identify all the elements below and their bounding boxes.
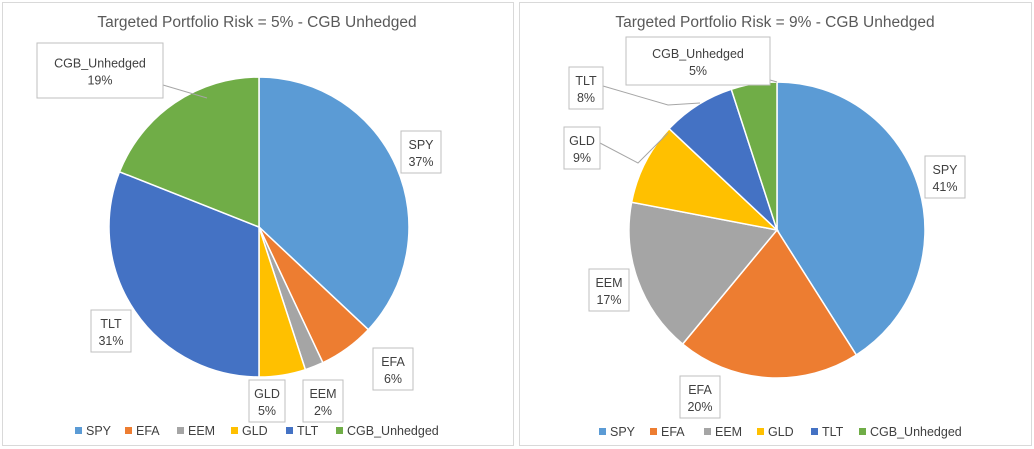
pie-slice-eem: [628, 201, 779, 346]
legend-label-efa: EFA: [136, 424, 160, 438]
data-label-category: CGB_Unhedged: [652, 47, 744, 61]
chart-title: Targeted Portfolio Risk = 5% - CGB Unhed…: [97, 14, 416, 31]
chart-panel-risk-5: Targeted Portfolio Risk = 5% - CGB Unhed…: [2, 2, 514, 446]
legend-swatch-eem: [704, 428, 711, 435]
legend-swatch-spy: [75, 427, 82, 434]
legend-swatch-efa: [125, 427, 132, 434]
legend-swatch-gld: [231, 427, 238, 434]
data-label-value: 5%: [689, 64, 707, 78]
pie-slice-spy: [776, 81, 926, 356]
data-label-box-efa: [679, 375, 721, 419]
data-label-category: CGB_Unhedged: [54, 57, 146, 71]
data-label-box-gld: [248, 379, 286, 423]
data-label-category: TLT: [575, 74, 597, 88]
leader-line-gld: [599, 132, 669, 164]
leader-line-cgb-unhedged: [769, 79, 778, 83]
legend-swatch-tlt: [811, 428, 818, 435]
data-label-box-tlt: [90, 309, 132, 353]
data-label-value: 41%: [932, 180, 957, 194]
legend-label-gld: GLD: [768, 425, 794, 439]
data-label-box-gld: [563, 126, 601, 170]
legend-label-efa: EFA: [661, 425, 685, 439]
legend-label-eem: EEM: [715, 425, 742, 439]
data-label-category: SPY: [408, 138, 434, 152]
data-label-value: 19%: [87, 74, 112, 88]
legend-swatch-efa: [650, 428, 657, 435]
data-label-category: EFA: [381, 355, 405, 369]
data-label-category: SPY: [932, 163, 958, 177]
legend-label-tlt: TLT: [297, 424, 319, 438]
data-label-value: 5%: [258, 404, 276, 418]
legend-label-cgb-unhedged: CGB_Unhedged: [347, 424, 439, 438]
pie-chart-risk-5: Targeted Portfolio Risk = 5% - CGB Unhed…: [36, 14, 442, 438]
data-label-value: 2%: [314, 404, 332, 418]
data-label-box-cgb-unhedged: [36, 42, 164, 99]
legend-swatch-spy: [599, 428, 606, 435]
data-label-box-spy: [924, 155, 966, 199]
leader-line-cgb-unhedged: [162, 84, 208, 99]
data-label-category: GLD: [254, 387, 280, 401]
data-label-category: EEM: [309, 387, 336, 401]
data-label-value: 31%: [98, 334, 123, 348]
legend-label-tlt: TLT: [822, 425, 844, 439]
legend-label-spy: SPY: [610, 425, 636, 439]
legend-label-eem: EEM: [188, 424, 215, 438]
data-label-category: TLT: [100, 317, 122, 331]
legend-label-gld: GLD: [242, 424, 268, 438]
chart-title: Targeted Portfolio Risk = 9% - CGB Unhed…: [615, 14, 934, 31]
legend-swatch-cgb-unhedged: [336, 427, 343, 434]
pie-slice-gld: [630, 127, 780, 232]
data-label-category: EEM: [595, 276, 622, 290]
chart-panel-risk-9: Targeted Portfolio Risk = 9% - CGB Unhed…: [519, 2, 1032, 446]
leader-line-tlt: [602, 85, 701, 106]
data-label-box-eem: [588, 268, 630, 312]
data-label-value: 6%: [384, 372, 402, 386]
data-label-box-efa: [372, 347, 414, 391]
pie-slice-efa: [681, 228, 858, 379]
data-label-box-eem: [302, 379, 344, 423]
pie-slice-cgb-unhedged: [118, 76, 260, 229]
pie-slice-tlt: [108, 170, 260, 378]
data-label-box-cgb-unhedged: [625, 36, 771, 86]
legend-label-spy: SPY: [86, 424, 112, 438]
data-label-value: 8%: [577, 91, 595, 105]
data-label-box-tlt: [568, 66, 604, 110]
data-label-box-spy: [400, 130, 442, 174]
data-label-value: 17%: [596, 293, 621, 307]
legend-label-cgb-unhedged: CGB_Unhedged: [870, 425, 962, 439]
legend-swatch-eem: [177, 427, 184, 434]
pie-chart-risk-9: Targeted Portfolio Risk = 9% - CGB Unhed…: [563, 14, 966, 439]
data-label-value: 37%: [408, 155, 433, 169]
legend-swatch-gld: [757, 428, 764, 435]
data-label-value: 9%: [573, 151, 591, 165]
pie-slice-spy: [258, 76, 410, 331]
legend-swatch-cgb-unhedged: [859, 428, 866, 435]
legend-swatch-tlt: [286, 427, 293, 434]
data-label-category: GLD: [569, 134, 595, 148]
data-label-value: 20%: [687, 400, 712, 414]
data-label-category: EFA: [688, 383, 712, 397]
